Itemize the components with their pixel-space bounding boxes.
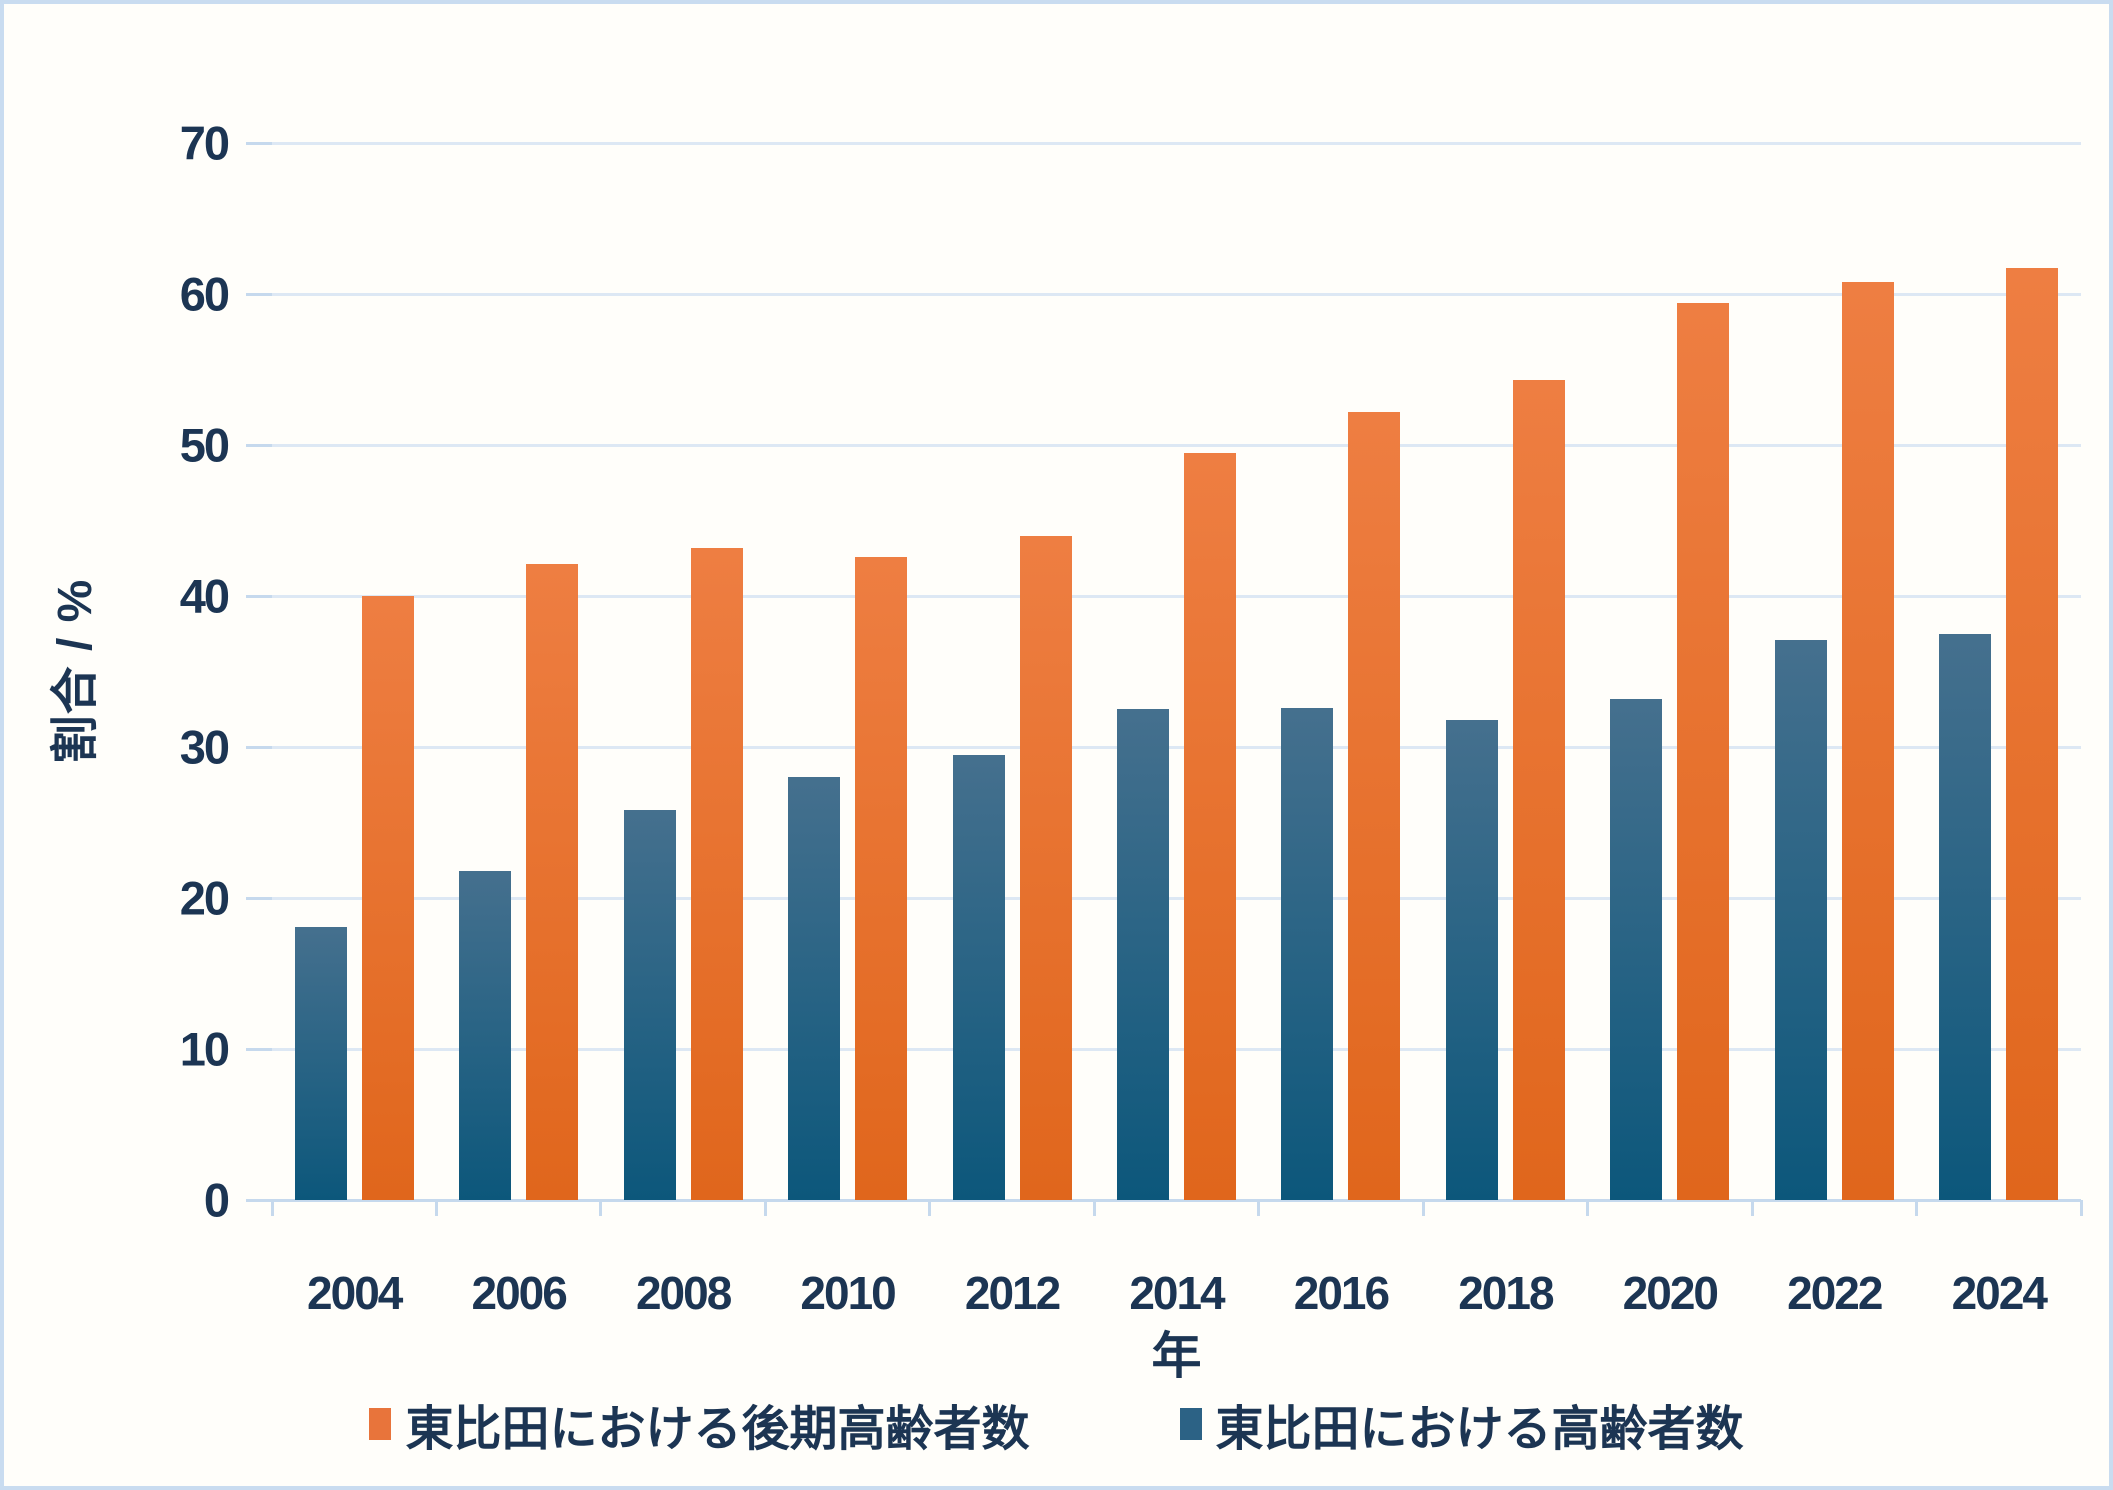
x-tick-5 (1092, 1200, 1096, 1216)
gridline-70 (272, 141, 2081, 145)
elderly-bar-2022 (1774, 639, 1827, 1200)
gridline-20 (272, 896, 2081, 900)
elderly-bar-2004 (294, 926, 347, 1200)
x-tick-label-2008: 2008 (635, 1267, 732, 1319)
x-tick-3 (763, 1200, 767, 1216)
legend-swatch-0 (369, 1408, 392, 1440)
late-elderly-bar-2012 (1019, 535, 1072, 1200)
gridline-0 (272, 1198, 2081, 1202)
gridline-30 (272, 745, 2081, 749)
plot-area (246, 141, 2083, 1216)
y-tick-30 (246, 745, 272, 749)
x-tick-1 (434, 1200, 438, 1216)
x-tick-label-2012: 2012 (964, 1267, 1061, 1319)
y-tick-10 (246, 1047, 272, 1051)
gridline-40 (272, 594, 2081, 598)
late-elderly-bar-2010 (855, 556, 908, 1200)
elderly-bar-2014 (1117, 709, 1169, 1200)
y-tick-label-60: 60 (179, 267, 230, 321)
elderly-bar-2010 (788, 777, 841, 1200)
x-tick-label-2020: 2020 (1622, 1267, 1719, 1319)
y-tick-20 (246, 896, 272, 900)
x-tick-11 (2079, 1200, 2083, 1216)
y-tick-60 (246, 292, 272, 296)
elderly-bar-2018 (1445, 719, 1498, 1200)
legend-item-0: 東比田における後期高齢者数 (369, 1389, 1030, 1459)
x-axis-title: 年 (1151, 1328, 1202, 1384)
elderly-bar-2016 (1281, 707, 1334, 1200)
y-tick-0 (246, 1198, 272, 1202)
late-elderly-bar-2016 (1348, 411, 1401, 1200)
elderly-bar-2020 (1610, 698, 1663, 1200)
y-tick-label-10: 10 (179, 1022, 230, 1076)
gridline-10 (272, 1047, 2081, 1051)
x-tick-7 (1421, 1200, 1425, 1216)
x-tick-9 (1750, 1200, 1754, 1216)
y-tick-70 (246, 141, 272, 145)
elderly-bar-2024 (1939, 633, 1992, 1200)
late-elderly-bar-2020 (1677, 303, 1730, 1200)
legend-label-0: 東比田における後期高齢者数 (405, 1403, 1030, 1456)
x-tick-8 (1586, 1200, 1590, 1216)
x-tick-label-2018: 2018 (1458, 1267, 1554, 1319)
y-tick-label-20: 20 (179, 871, 230, 925)
y-tick-40 (246, 594, 272, 598)
elderly-bar-2008 (623, 810, 676, 1200)
gridline-60 (272, 292, 2081, 296)
x-tick-label-2004: 2004 (307, 1267, 403, 1319)
x-tick-0 (270, 1200, 274, 1216)
y-tick-label-0: 0 (203, 1173, 230, 1227)
y-tick-label-50: 50 (179, 418, 230, 472)
legend-item-1: 東比田における高齢者数 (1179, 1389, 1744, 1459)
x-axis-tick-labels: 2004 2006 2008 2010 2012 2014 2016 2018 2020 2022… (272, 1262, 2081, 1324)
y-tick-label-40: 40 (179, 569, 230, 623)
x-tick-label-2016: 2016 (1293, 1267, 1390, 1319)
x-tick-label-2010: 2010 (800, 1267, 896, 1319)
x-tick-label-2024: 2024 (1951, 1267, 2048, 1319)
y-axis-tick-labels: 0 10 20 30 40 50 60 70 (4, 120, 230, 1224)
y-tick-label-30: 30 (179, 720, 230, 774)
late-elderly-bar-2004 (361, 596, 414, 1200)
x-tick-label-2006: 2006 (471, 1267, 568, 1319)
late-elderly-bar-2008 (690, 547, 743, 1200)
elderly-bar-2006 (459, 870, 512, 1200)
legend-swatch-1 (1179, 1408, 1202, 1440)
x-tick-label-2022: 2022 (1787, 1267, 1883, 1319)
x-tick-2 (599, 1200, 603, 1216)
x-tick-4 (928, 1200, 932, 1216)
late-elderly-bar-2018 (1512, 380, 1565, 1200)
legend-label-1: 東比田における高齢者数 (1215, 1403, 1744, 1456)
late-elderly-bar-2024 (2006, 268, 2059, 1200)
late-elderly-bar-2014 (1184, 452, 1236, 1200)
y-tick-50 (246, 443, 272, 447)
x-tick-6 (1257, 1200, 1261, 1216)
late-elderly-bar-2022 (1841, 281, 1894, 1200)
x-tick-10 (1915, 1200, 1919, 1216)
elderly-bar-2012 (952, 754, 1005, 1200)
y-tick-label-70: 70 (179, 116, 230, 170)
late-elderly-bar-2006 (526, 564, 579, 1200)
gridline-50 (272, 443, 2081, 447)
legend: 東比田における後期高齢者数 東比田における高齢者数 (4, 1392, 2109, 1456)
x-tick-label-2014: 2014 (1129, 1267, 1225, 1319)
